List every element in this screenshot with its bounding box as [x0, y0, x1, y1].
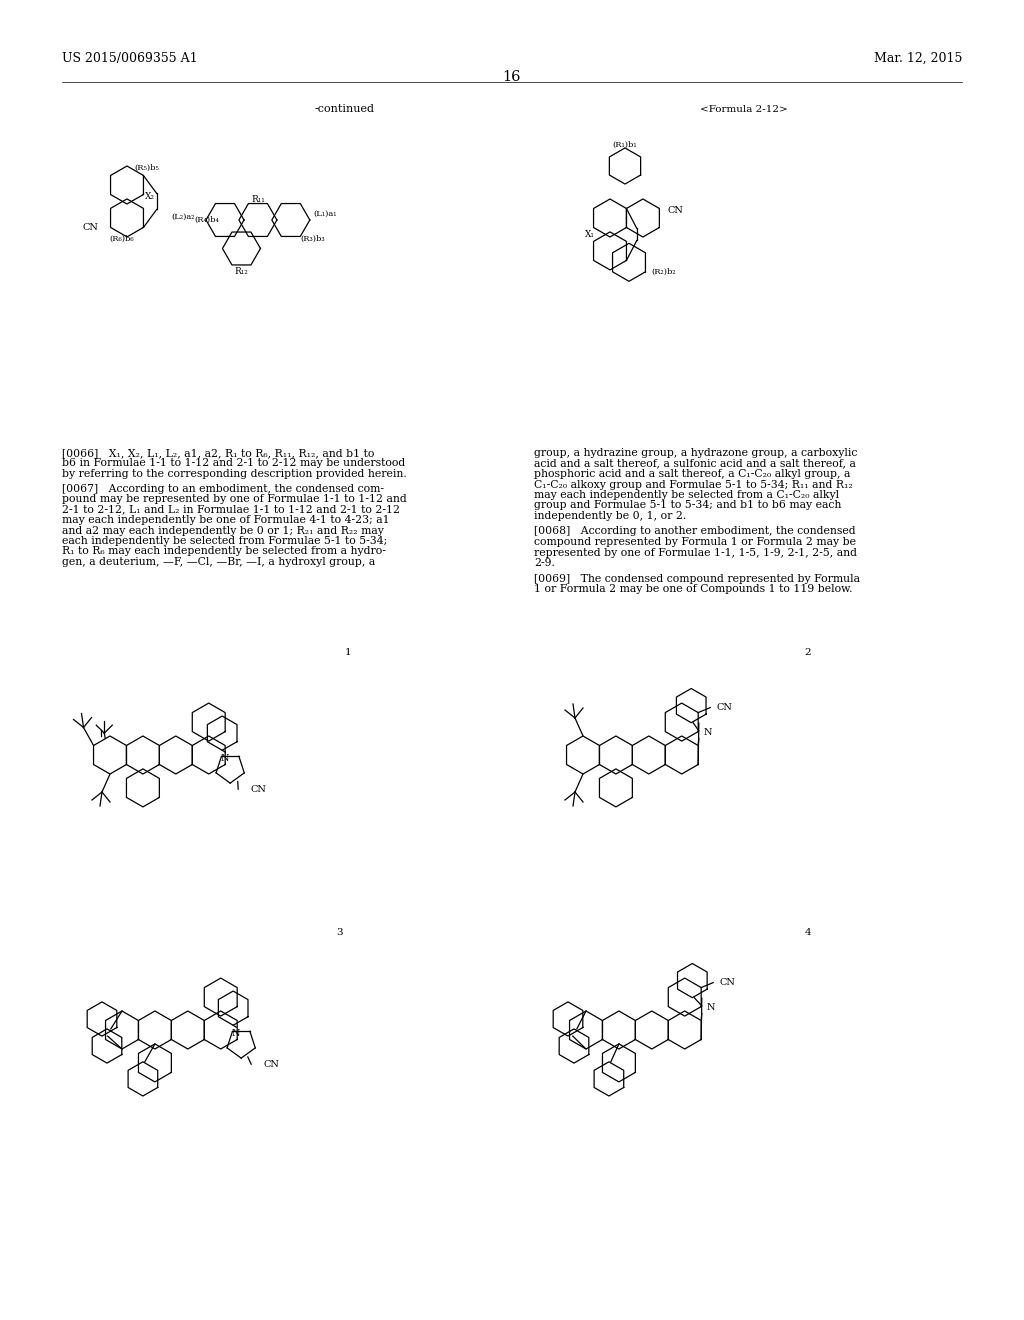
Text: (L₁)a₁: (L₁)a₁ — [313, 210, 337, 218]
Text: (R₃)b₃: (R₃)b₃ — [300, 235, 325, 243]
Text: N: N — [231, 1030, 241, 1039]
Text: (R₆)b₆: (R₆)b₆ — [109, 235, 133, 243]
Text: 2-1 to 2-12, L₁ and L₂ in Formulae 1-1 to 1-12 and 2-1 to 2-12: 2-1 to 2-12, L₁ and L₂ in Formulae 1-1 t… — [62, 504, 400, 515]
Text: 2-9.: 2-9. — [534, 558, 555, 568]
Text: compound represented by Formula 1 or Formula 2 may be: compound represented by Formula 1 or For… — [534, 537, 856, 546]
Text: b6 in Formulae 1-1 to 1-12 and 2-1 to 2-12 may be understood: b6 in Formulae 1-1 to 1-12 and 2-1 to 2-… — [62, 458, 406, 469]
Text: acid and a salt thereof, a sulfonic acid and a salt thereof, a: acid and a salt thereof, a sulfonic acid… — [534, 458, 856, 469]
Text: N: N — [703, 729, 713, 738]
Text: CN: CN — [263, 1060, 280, 1069]
Text: 1: 1 — [345, 648, 351, 657]
Text: each independently be selected from Formulae 5-1 to 5-34;: each independently be selected from Form… — [62, 536, 387, 546]
Text: 2: 2 — [805, 648, 811, 657]
Text: group, a hydrazine group, a hydrazone group, a carboxylic: group, a hydrazine group, a hydrazone gr… — [534, 447, 857, 458]
Text: N: N — [707, 1003, 716, 1012]
Text: Mar. 12, 2015: Mar. 12, 2015 — [873, 51, 962, 65]
Text: [0069]   The condensed compound represented by Formula: [0069] The condensed compound represente… — [534, 573, 860, 583]
Text: group and Formulae 5-1 to 5-34; and b1 to b6 may each: group and Formulae 5-1 to 5-34; and b1 t… — [534, 500, 842, 511]
Text: 3: 3 — [337, 928, 343, 937]
Text: 4: 4 — [805, 928, 811, 937]
Text: R₁₂: R₁₂ — [234, 267, 249, 276]
Text: (R₂)b₂: (R₂)b₂ — [652, 268, 677, 276]
Text: may each independently be selected from a C₁-C₂₀ alkyl: may each independently be selected from … — [534, 490, 839, 500]
Text: by referring to the corresponding description provided herein.: by referring to the corresponding descri… — [62, 469, 407, 479]
Text: (R₁)b₁: (R₁)b₁ — [612, 141, 637, 149]
Text: represented by one of Formulae 1-1, 1-5, 1-9, 2-1, 2-5, and: represented by one of Formulae 1-1, 1-5,… — [534, 548, 857, 557]
Text: [0068]   According to another embodiment, the condensed: [0068] According to another embodiment, … — [534, 527, 856, 536]
Text: R₁ to R₆ may each independently be selected from a hydro-: R₁ to R₆ may each independently be selec… — [62, 546, 386, 557]
Text: 1 or Formula 2 may be one of Compounds 1 to 119 below.: 1 or Formula 2 may be one of Compounds 1… — [534, 583, 853, 594]
Text: CN: CN — [82, 223, 98, 232]
Text: X₂: X₂ — [144, 191, 155, 201]
Text: may each independently be one of Formulae 4-1 to 4-23; a1: may each independently be one of Formula… — [62, 515, 389, 525]
Text: R₁₁: R₁₁ — [251, 194, 265, 203]
Text: C₁-C₂₀ alkoxy group and Formulae 5-1 to 5-34; R₁₁ and R₁₂: C₁-C₂₀ alkoxy group and Formulae 5-1 to … — [534, 479, 853, 490]
Text: and a2 may each independently be 0 or 1; R₂₁ and R₂₂ may: and a2 may each independently be 0 or 1;… — [62, 525, 384, 536]
Text: US 2015/0069355 A1: US 2015/0069355 A1 — [62, 51, 198, 65]
Text: CN: CN — [719, 978, 735, 987]
Text: -continued: -continued — [315, 104, 375, 114]
Text: [0066]   X₁, X₂, L₁, L₂, a1, a2, R₁ to R₆, R₁₁, R₁₂, and b1 to: [0066] X₁, X₂, L₁, L₂, a1, a2, R₁ to R₆,… — [62, 447, 375, 458]
Text: independently be 0, 1, or 2.: independently be 0, 1, or 2. — [534, 511, 686, 521]
Text: CN: CN — [716, 704, 732, 711]
Text: pound may be represented by one of Formulae 1-1 to 1-12 and: pound may be represented by one of Formu… — [62, 494, 407, 504]
Text: phosphoric acid and a salt thereof, a C₁-C₂₀ alkyl group, a: phosphoric acid and a salt thereof, a C₁… — [534, 469, 850, 479]
Text: CN: CN — [668, 206, 683, 215]
Text: (R₅)b₅: (R₅)b₅ — [134, 164, 160, 172]
Text: 16: 16 — [503, 70, 521, 84]
Text: gen, a deuterium, —F, —Cl, —Br, —I, a hydroxyl group, a: gen, a deuterium, —F, —Cl, —Br, —I, a hy… — [62, 557, 375, 568]
Text: (L₂)a₂: (L₂)a₂ — [172, 213, 196, 220]
Text: [0067]   According to an embodiment, the condensed com-: [0067] According to an embodiment, the c… — [62, 483, 384, 494]
Text: (R₄)b₄: (R₄)b₄ — [195, 216, 219, 224]
Text: <Formula 2-12>: <Formula 2-12> — [700, 106, 787, 114]
Text: CN: CN — [250, 784, 266, 793]
Text: X₁: X₁ — [585, 230, 595, 239]
Text: N: N — [221, 754, 229, 763]
